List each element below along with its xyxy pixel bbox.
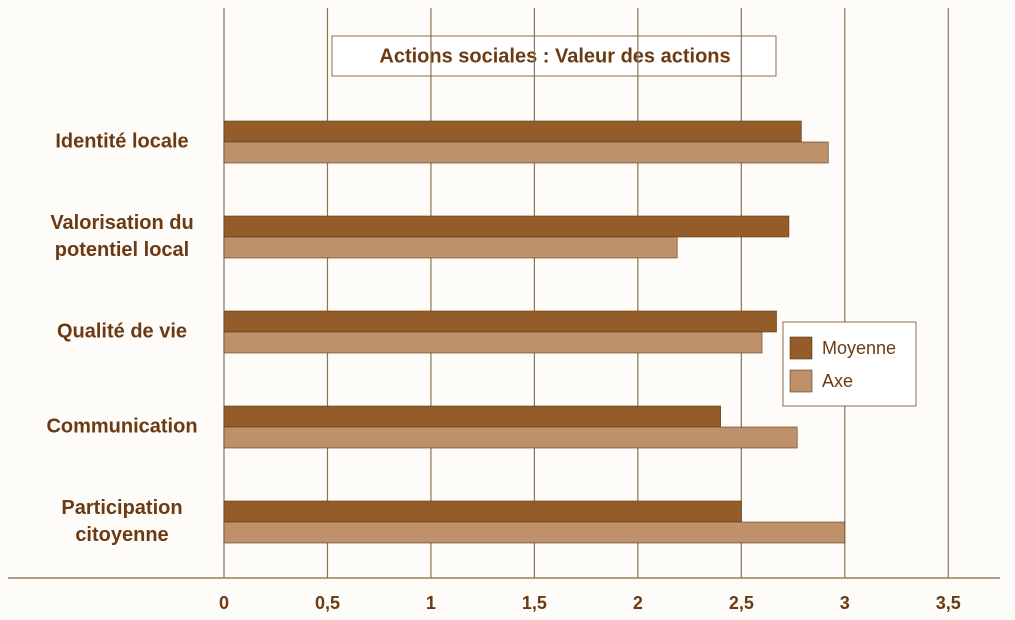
category-label: Participation citoyenne: [61, 497, 183, 546]
bar: [223, 310, 777, 333]
grid: [223, 8, 949, 578]
x-tick-label: 2,5: [729, 593, 754, 613]
category-label: Valorisation du potentiel local: [50, 212, 194, 261]
legend-swatch: [789, 336, 813, 360]
chart-title: Actions sociales : Valeur des actions: [379, 45, 730, 67]
category-label: Identité locale: [55, 130, 189, 153]
legend-label: Axe: [822, 371, 853, 391]
x-tick-label: 0,5: [315, 593, 340, 613]
x-tick-label: 3: [840, 593, 850, 613]
category-label: Qualité de vie: [56, 320, 188, 343]
bar: [223, 215, 790, 238]
category-label: Communication: [46, 415, 198, 438]
bar: [223, 521, 846, 544]
bar: [223, 120, 802, 143]
title-box: [331, 35, 777, 77]
x-tick-label: 3,5: [936, 593, 961, 613]
bar: [223, 331, 763, 354]
x-tick-label: 1,5: [522, 593, 547, 613]
legend-label: Moyenne: [822, 338, 896, 358]
bar: [223, 426, 798, 449]
bar: [223, 405, 721, 428]
bar: [223, 141, 829, 164]
x-tick-label: 0: [219, 593, 229, 613]
x-tick-label: 2: [633, 593, 643, 613]
legend-swatch: [789, 369, 813, 393]
bar: [223, 236, 678, 259]
legend-box: [782, 321, 917, 407]
x-tick-label: 1: [426, 593, 436, 613]
bar: [223, 500, 742, 523]
